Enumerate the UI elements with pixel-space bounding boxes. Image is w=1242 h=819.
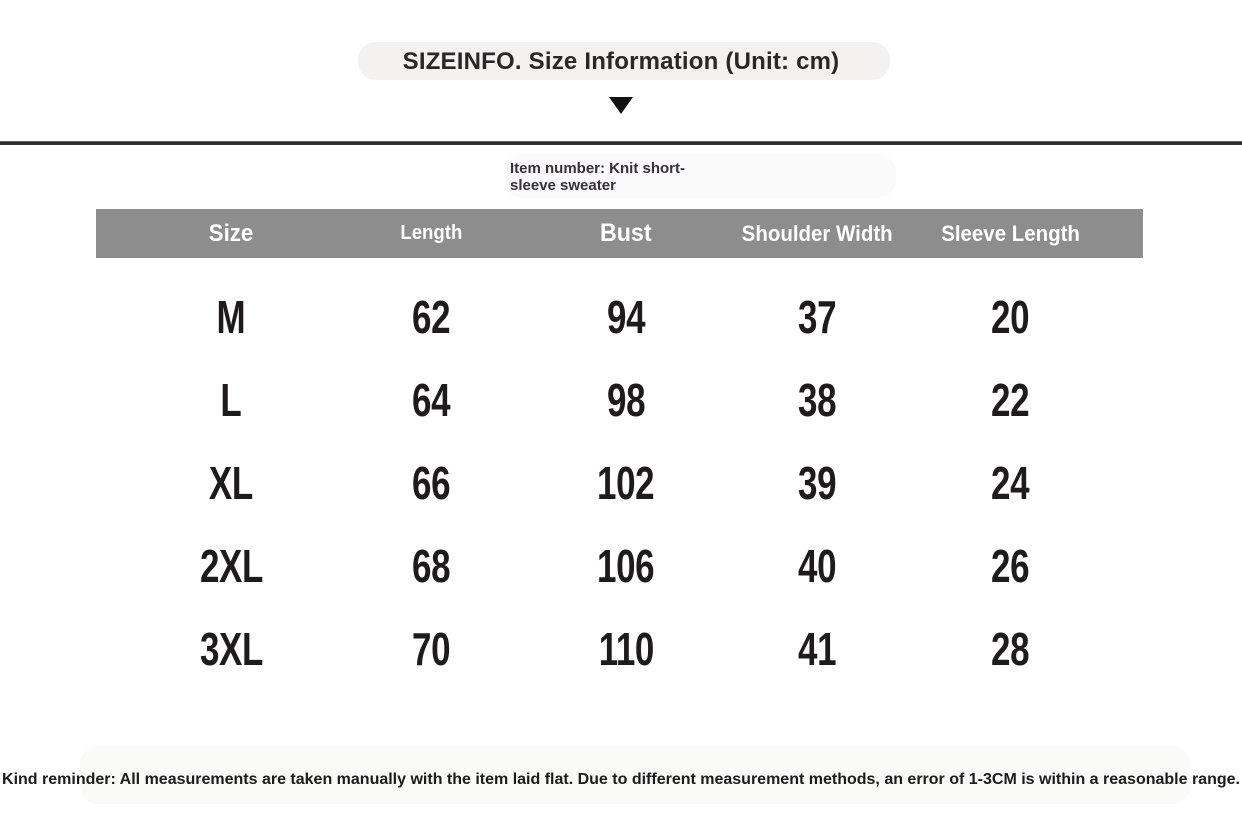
length-value: 66 — [411, 456, 451, 509]
table-row-xl: XL 66 102 39 24 — [96, 441, 1143, 524]
size-table: Size Length Bust Shoulder Width Sleeve L… — [96, 209, 1143, 690]
sleeve-length-value: 20 — [991, 290, 1030, 343]
length-value: 68 — [411, 539, 451, 592]
shoulder-width-cell: 38 — [756, 373, 878, 427]
table-row-2xl: 2XL 68 106 40 26 — [96, 524, 1143, 607]
length-cell: 68 — [366, 539, 496, 593]
length-value: 70 — [411, 622, 451, 675]
length-value: 62 — [411, 290, 451, 343]
shoulder-width-cell: 41 — [756, 622, 878, 676]
bust-cell: 98 — [496, 373, 756, 427]
shoulder-width-value: 37 — [797, 290, 837, 343]
length-cell: 62 — [366, 290, 496, 344]
page-title: SIZEINFO. Size Information (Unit: cm) — [402, 48, 840, 75]
size-label: 3XL — [199, 622, 263, 675]
column-header-size: Size — [96, 220, 366, 248]
shoulder-width-cell: 39 — [756, 456, 878, 510]
column-header-sleeve-length: Sleeve Length — [878, 221, 1143, 247]
bust-value: 106 — [597, 539, 655, 592]
sleeve-length-cell: 26 — [878, 539, 1143, 593]
shoulder-width-value: 41 — [797, 622, 837, 675]
bust-value: 94 — [606, 290, 646, 343]
bust-cell: 94 — [496, 290, 756, 344]
bust-cell: 110 — [496, 622, 756, 676]
sleeve-length-value: 22 — [991, 373, 1030, 426]
table-row-l: L 64 98 38 22 — [96, 358, 1143, 441]
shoulder-width-cell: 40 — [756, 539, 878, 593]
sleeve-length-cell: 28 — [878, 622, 1143, 676]
size-cell: 2XL — [96, 539, 366, 593]
column-header-label: Shoulder Width — [741, 220, 893, 246]
table-body: M 62 94 37 20 L 64 98 38 22 XL 66 102 — [96, 275, 1143, 690]
size-cell: XL — [96, 456, 366, 510]
bust-value: 110 — [598, 622, 654, 675]
table-row-3xl: 3XL 70 110 41 28 — [96, 607, 1143, 690]
background-artifact — [358, 42, 890, 80]
bust-value: 98 — [606, 373, 646, 426]
shoulder-width-cell: 37 — [756, 290, 878, 344]
shoulder-width-value: 38 — [797, 373, 837, 426]
background-artifact — [504, 154, 896, 198]
column-header-label: Size — [208, 219, 254, 247]
column-header-shoulder-width: Shoulder Width — [742, 221, 893, 247]
bust-cell: 102 — [496, 456, 756, 510]
kind-reminder-text: Kind reminder: All measurements are take… — [2, 771, 1240, 788]
size-cell: M — [96, 290, 366, 344]
item-number-label: Item number: Knit short-sleeve sweater — [510, 160, 685, 194]
column-header-bust: Bust — [496, 219, 756, 248]
table-row-m: M 62 94 37 20 — [96, 275, 1143, 358]
sleeve-length-cell: 24 — [878, 456, 1143, 510]
table-header-row: Size Length Bust Shoulder Width Sleeve L… — [96, 209, 1143, 258]
column-header-label: Length — [400, 222, 462, 244]
background-artifact — [80, 746, 1190, 804]
sleeve-length-value: 24 — [991, 456, 1030, 509]
length-value: 64 — [411, 373, 451, 426]
size-label: XL — [209, 456, 253, 509]
sleeve-length-cell: 20 — [878, 290, 1143, 344]
bust-cell: 106 — [496, 539, 756, 593]
size-cell: 3XL — [96, 622, 366, 676]
size-label: L — [220, 373, 242, 426]
size-label: 2XL — [199, 539, 263, 592]
column-header-label: Bust — [600, 219, 652, 247]
column-header-length: Length — [366, 222, 496, 245]
length-cell: 66 — [366, 456, 496, 510]
size-cell: L — [96, 373, 366, 427]
down-triangle-icon — [609, 97, 633, 114]
divider-line — [0, 141, 1242, 145]
sleeve-length-value: 26 — [991, 539, 1030, 592]
shoulder-width-value: 39 — [797, 456, 837, 509]
size-label: M — [216, 290, 246, 343]
column-header-label: Sleeve Length — [941, 220, 1080, 246]
shoulder-width-value: 40 — [797, 539, 837, 592]
sleeve-length-value: 28 — [991, 622, 1030, 675]
length-cell: 64 — [366, 373, 496, 427]
bust-value: 102 — [597, 456, 655, 509]
sleeve-length-cell: 22 — [878, 373, 1143, 427]
length-cell: 70 — [366, 622, 496, 676]
